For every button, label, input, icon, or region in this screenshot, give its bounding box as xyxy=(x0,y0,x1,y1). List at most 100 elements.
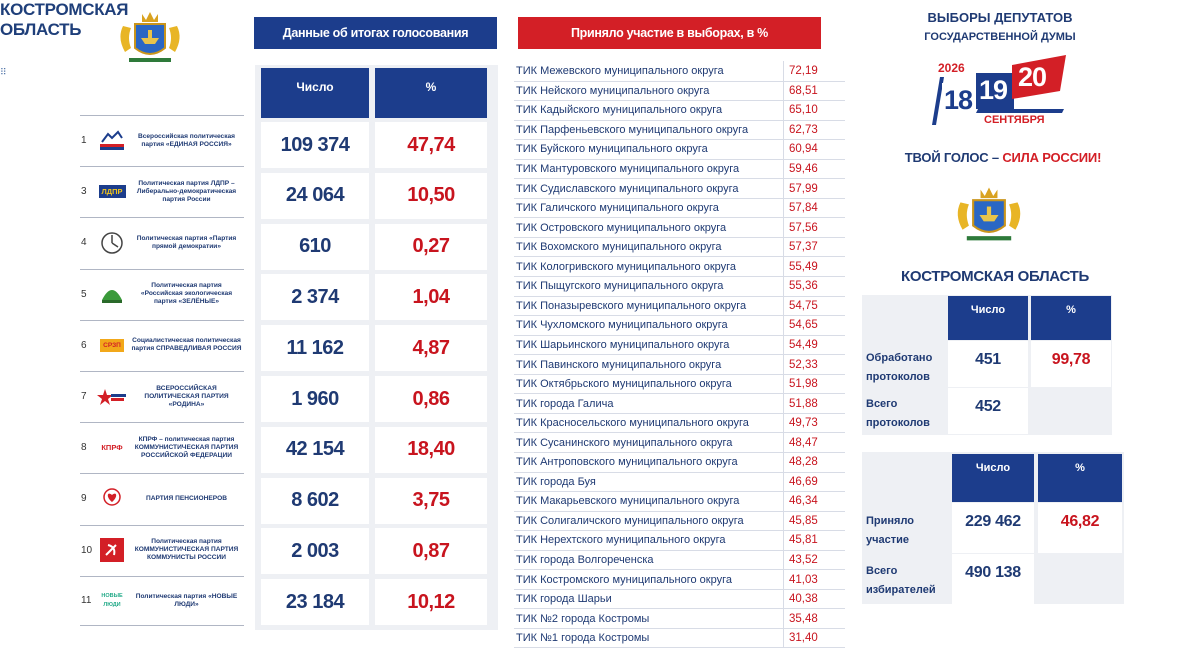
party-number: 4 xyxy=(81,237,87,249)
turnout-row: ТИК Антроповского муниципального округа 4… xyxy=(514,453,845,473)
turnout-value: 51,88 xyxy=(789,397,818,410)
zelenye-logo xyxy=(95,279,129,309)
turnout-value: 46,34 xyxy=(789,495,818,508)
voters-col-count: Число xyxy=(952,454,1034,502)
turnout-row: ТИК Буйского муниципального округа 60,94 xyxy=(514,140,845,160)
turnout-row: ТИК Пыщугского муниципального округа 55,3… xyxy=(514,277,845,297)
turnout-commission-name: ТИК Буйского муниципального округа xyxy=(516,143,708,156)
turnout-commission-name: ТИК №2 города Костромы xyxy=(516,612,650,625)
turnout-row: ТИК Сусанинского муниципального округа 48… xyxy=(514,433,845,453)
party-name: КПРФ – политическая партия КОММУНИСТИЧЕС… xyxy=(134,435,239,459)
turnout-row: ТИК Павинского муниципального округа 52,3… xyxy=(514,355,845,375)
party-number: 3 xyxy=(81,186,87,198)
party-number: 7 xyxy=(81,391,87,402)
turnout-commission-name: ТИК Чухломского муниципального округа xyxy=(516,319,728,332)
election-title: ВЫБОРЫ ДЕПУТАТОВ ГОСУДАРСТВЕННОЙ ДУМЫ xyxy=(900,10,1100,43)
turnout-row: ТИК Солигаличского муниципального округа… xyxy=(514,512,845,532)
result-pct: 0,86 xyxy=(375,376,487,422)
party-name: ВСЕРОССИЙСКАЯ ПОЛИТИЧЕСКАЯ ПАРТИЯ «РОДИН… xyxy=(144,384,229,408)
party-name: Политическая партия «Партия прямой демок… xyxy=(136,234,237,250)
turnout-value: 57,84 xyxy=(789,202,818,215)
party-name: Политическая партия КОММУНИСТИЧЕСКАЯ ПАР… xyxy=(134,538,239,562)
turnout-value: 60,94 xyxy=(789,143,818,156)
turnout-commission-name: ТИК Костромского муниципального округа xyxy=(516,573,732,586)
turnout-value: 54,75 xyxy=(789,299,818,312)
turnout-value: 48,28 xyxy=(789,456,818,469)
turnout-row: ТИК Галичского муниципального округа 57,8… xyxy=(514,199,845,219)
party-number: 10 xyxy=(81,544,93,556)
total-protocols-count: 452 xyxy=(948,388,1028,434)
election-dates-logo: 2026 18 19 20 СЕНТЯБРЯ xyxy=(930,55,1070,127)
result-pct: 0,87 xyxy=(375,528,487,575)
result-pct: 47,74 xyxy=(375,122,487,168)
party-name: Политическая партия «Российская экологич… xyxy=(140,282,233,306)
turnout-commission-name: ТИК Макарьевского муниципального округа xyxy=(516,495,740,508)
processed-protocols-count: 451 xyxy=(948,341,1028,387)
result-count: 42 154 xyxy=(261,426,369,473)
turnout-commission-name: ТИК города Волгореченска xyxy=(516,554,654,566)
total-protocols-label: Всего протоколов xyxy=(866,398,930,429)
results-col-pct: % xyxy=(375,68,487,118)
turnout-value: 62,73 xyxy=(789,123,818,136)
turnout-commission-name: ТИК Шарьинского муниципального округа xyxy=(516,338,730,351)
result-pct: 18,40 xyxy=(375,426,487,473)
turnout-value: 48,47 xyxy=(789,436,818,449)
logo-month: СЕНТЯБРЯ xyxy=(984,114,1045,126)
turnout-row: ТИК Поназыревского муниципального округа… xyxy=(514,297,845,317)
turnout-row: ТИК Островского муниципального округа 57,… xyxy=(514,218,845,238)
took-part-label: Приняло участие xyxy=(866,515,915,546)
turnout-commission-name: ТИК Галичского муниципального округа xyxy=(516,202,719,215)
pensioners-logo xyxy=(95,484,129,514)
party-row: 5 Политическая партия «Российская экологи… xyxy=(80,268,244,319)
election-title-line1: ВЫБОРЫ ДЕПУТАТОВ xyxy=(927,10,1073,25)
slogan-part1: ТВОЙ ГОЛОС – xyxy=(904,150,1003,165)
took-part-count: 229 462 xyxy=(952,503,1034,553)
turnout-row: ТИК Макарьевского муниципального округа 4… xyxy=(514,492,845,512)
party-logo-text: НОВЫЕ ЛЮДИ xyxy=(95,589,129,612)
slogan-part2: СИЛА РОССИИ! xyxy=(1002,150,1102,165)
turnout-commission-name: ТИК Поназыревского муниципального округа xyxy=(516,299,747,312)
turnout-commission-name: ТИК Кадыйского муниципального округа xyxy=(516,104,723,117)
turnout-commission-name: ТИК города Буя xyxy=(516,475,596,488)
turnout-row: ТИК Костромского муниципального округа 41… xyxy=(514,570,845,590)
party-row: 3 ЛДПР Политическая партия ЛДПР – Либераль… xyxy=(80,166,244,216)
turnout-row: ТИК Кадыйского муниципального округа 65,1… xyxy=(514,101,845,121)
turnout-value: 68,51 xyxy=(789,84,818,97)
result-count: 11 162 xyxy=(261,325,369,372)
turnout-commission-name: ТИК Антроповского муниципального округа xyxy=(516,456,738,469)
turnout-value: 43,52 xyxy=(789,554,818,566)
turnout-row: ТИК города Шарьи 40,38 xyxy=(514,590,845,610)
result-count: 23 184 xyxy=(261,579,369,626)
coat-of-arms-icon xyxy=(952,183,1026,247)
turnout-value: 54,49 xyxy=(789,338,818,351)
ldpr-logo: ЛДПР xyxy=(95,177,129,207)
turnout-row: ТИК Парфеньевского муниципального округа… xyxy=(514,121,845,141)
party-row: 8 КПРФ КПРФ – политическая партия КОММУНИС… xyxy=(80,422,244,472)
turnout-value: 54,65 xyxy=(789,319,818,332)
party-name: ПАРТИЯ ПЕНСИОНЕРОВ xyxy=(145,494,228,502)
result-count: 2 003 xyxy=(261,528,369,575)
turnout-value: 52,33 xyxy=(789,358,818,371)
turnout-row: ТИК Шарьинского муниципального округа 54,… xyxy=(514,336,845,356)
logo-day-3: 20 xyxy=(1018,62,1047,92)
party-number: 6 xyxy=(81,339,87,351)
party-name: Всероссийская политическая партия «ЕДИНА… xyxy=(137,132,236,148)
turnout-row: ТИК Красносельского муниципального округ… xyxy=(514,414,845,434)
result-count: 109 374 xyxy=(261,122,369,168)
protocols-col-pct: % xyxy=(1031,296,1111,340)
result-count: 1 960 xyxy=(261,376,369,422)
kommunisty-logo xyxy=(95,535,129,565)
party-row: 9 ПАРТИЯ ПЕНСИОНЕРОВ xyxy=(80,473,244,523)
turnout-row: ТИК Мантуровского муниципального округа 5… xyxy=(514,160,845,180)
turnout-row: ТИК Нерехтского муниципального округа 45,… xyxy=(514,531,845,551)
turnout-commission-name: ТИК Мантуровского муниципального округа xyxy=(516,163,740,175)
results-header: Данные об итогах голосования xyxy=(254,17,497,49)
turnout-commission-name: ТИК Сусанинского муниципального округа xyxy=(516,436,733,449)
party-logo-text: ЛДПР xyxy=(98,185,126,199)
turnout-header: Приняло участие в выборах, в % xyxy=(518,17,821,49)
turnout-commission-name: ТИК Пыщугского муниципального округа xyxy=(516,280,724,293)
turnout-value: 35,48 xyxy=(789,612,818,625)
turnout-commission-name: ТИК Судиславского муниципального округа xyxy=(516,182,739,195)
turnout-value: 46,69 xyxy=(789,475,818,488)
processed-protocols-label: Обработано протоколов xyxy=(866,352,933,383)
